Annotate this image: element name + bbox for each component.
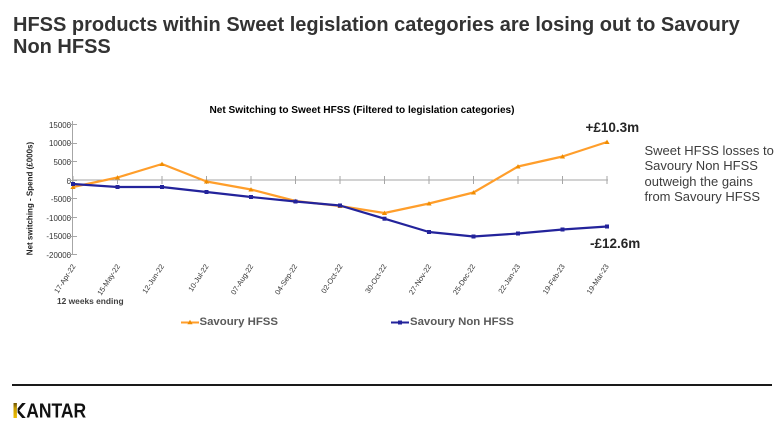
svg-text:ANTAR: ANTAR bbox=[26, 402, 86, 422]
